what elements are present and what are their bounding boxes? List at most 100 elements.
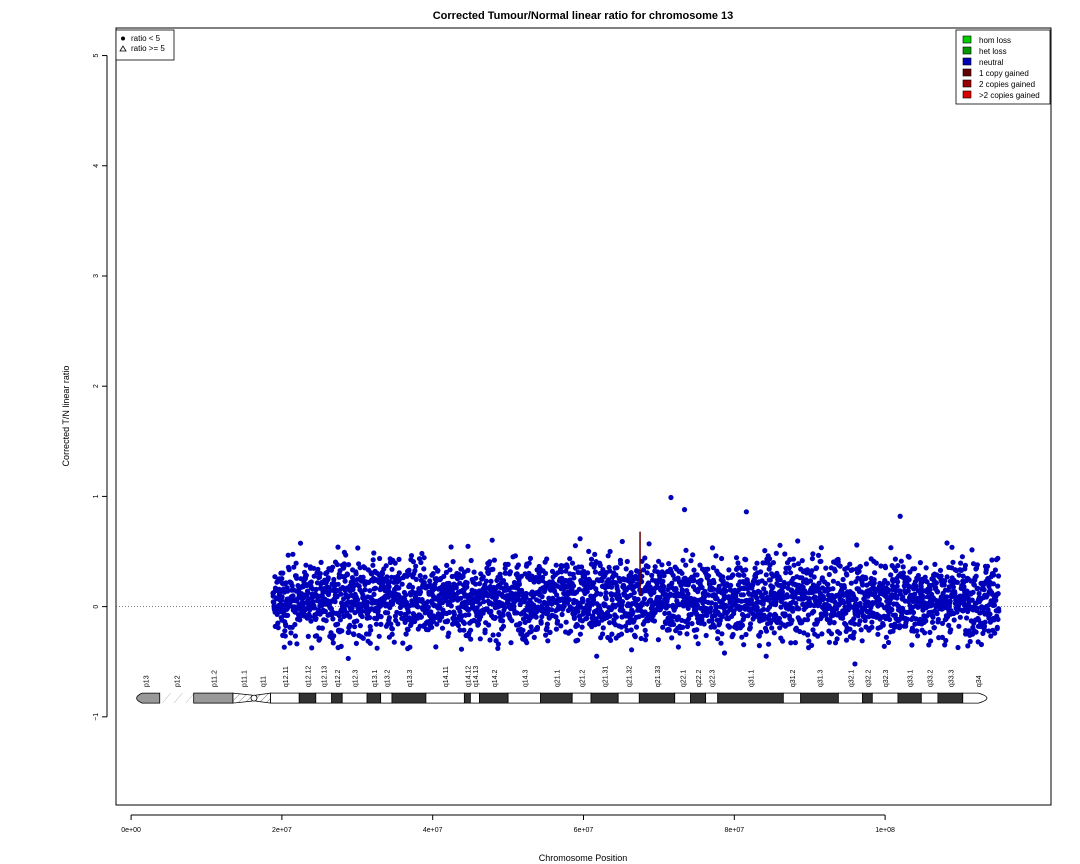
y-tick-label: −1: [93, 713, 100, 721]
data-point: [955, 644, 961, 651]
data-point: [280, 570, 286, 576]
data-point: [788, 640, 794, 646]
ideogram-band-label: q14.11: [443, 666, 450, 687]
data-point: [346, 629, 352, 635]
data-point: [383, 563, 389, 569]
data-point: [853, 596, 859, 602]
data-point: [777, 577, 783, 583]
data-point: [986, 628, 992, 634]
data-point: [531, 634, 537, 641]
data-point: [913, 616, 919, 622]
data-point: [607, 548, 613, 555]
ideogram-band-label: q22.3: [710, 669, 717, 687]
data-point: [765, 597, 772, 603]
data-point: [406, 567, 412, 573]
ideogram-band: [705, 692, 719, 704]
data-point: [681, 507, 688, 513]
data-point: [509, 618, 515, 624]
data-point: [641, 567, 647, 573]
data-point: [604, 609, 611, 616]
data-point: [847, 626, 853, 632]
data-point: [417, 589, 424, 595]
data-point: [921, 594, 927, 600]
data-point: [986, 615, 992, 621]
data-point: [417, 573, 423, 579]
data-point: [994, 624, 1000, 631]
data-point: [607, 568, 613, 574]
ideogram-band: [590, 692, 619, 704]
data-point: [819, 631, 825, 637]
data-point: [713, 604, 720, 610]
data-point: [740, 592, 747, 598]
data-point: [590, 601, 596, 607]
data-point: [490, 566, 496, 572]
data-point: [913, 583, 919, 589]
data-point: [536, 570, 542, 577]
data-point: [483, 578, 489, 584]
data-point: [782, 611, 788, 617]
data-point: [671, 621, 677, 628]
data-point: [618, 624, 625, 630]
data-point: [388, 621, 394, 627]
data-point: [628, 627, 634, 633]
data-point: [389, 626, 395, 632]
data-point: [992, 630, 998, 636]
data-point: [561, 603, 567, 610]
color-swatch: [962, 90, 972, 99]
data-point: [330, 616, 336, 622]
data-point: [349, 575, 355, 581]
data-point: [533, 614, 539, 620]
data-point: [453, 585, 459, 591]
data-point: [370, 562, 376, 568]
data-point: [805, 632, 811, 638]
data-point: [568, 628, 574, 634]
data-point: [869, 624, 875, 630]
data-point: [524, 640, 530, 646]
data-point: [706, 573, 712, 579]
data-point: [477, 581, 483, 587]
data-point: [669, 635, 675, 641]
data-point: [595, 621, 602, 627]
data-point: [915, 633, 921, 639]
data-point: [512, 553, 519, 559]
data-point: [576, 586, 582, 592]
data-point: [453, 616, 459, 622]
y-tick-label: 3: [93, 274, 100, 278]
data-point: [311, 605, 317, 611]
ideogram-band: [782, 692, 802, 704]
data-point: [946, 622, 952, 629]
data-point: [592, 569, 599, 575]
data-point: [488, 608, 494, 614]
data-point: [967, 638, 973, 645]
data-point: [341, 561, 347, 567]
data-point: [683, 562, 689, 568]
data-point: [675, 644, 682, 650]
data-point: [682, 597, 688, 604]
x-tick-label: 4e+07: [423, 827, 443, 834]
data-point: [960, 573, 966, 579]
data-point: [947, 598, 953, 604]
data-point: [338, 643, 344, 650]
data-point: [862, 617, 868, 624]
data-point: [665, 603, 672, 609]
data-point: [984, 563, 991, 570]
data-point: [285, 612, 291, 619]
data-point: [939, 634, 946, 641]
data-point: [352, 624, 358, 630]
x-tick-label: 0e+00: [121, 827, 141, 834]
data-point: [571, 575, 577, 581]
data-point: [308, 618, 314, 624]
data-point: [445, 618, 451, 624]
data-point: [760, 606, 767, 613]
data-point: [675, 614, 682, 620]
data-point: [500, 578, 507, 584]
data-point: [686, 616, 692, 622]
data-point: [989, 557, 995, 563]
data-point: [421, 579, 427, 586]
data-point: [389, 566, 395, 572]
data-point: [391, 639, 397, 645]
data-point: [959, 554, 966, 560]
data-point: [628, 570, 634, 576]
data-point: [790, 556, 797, 562]
